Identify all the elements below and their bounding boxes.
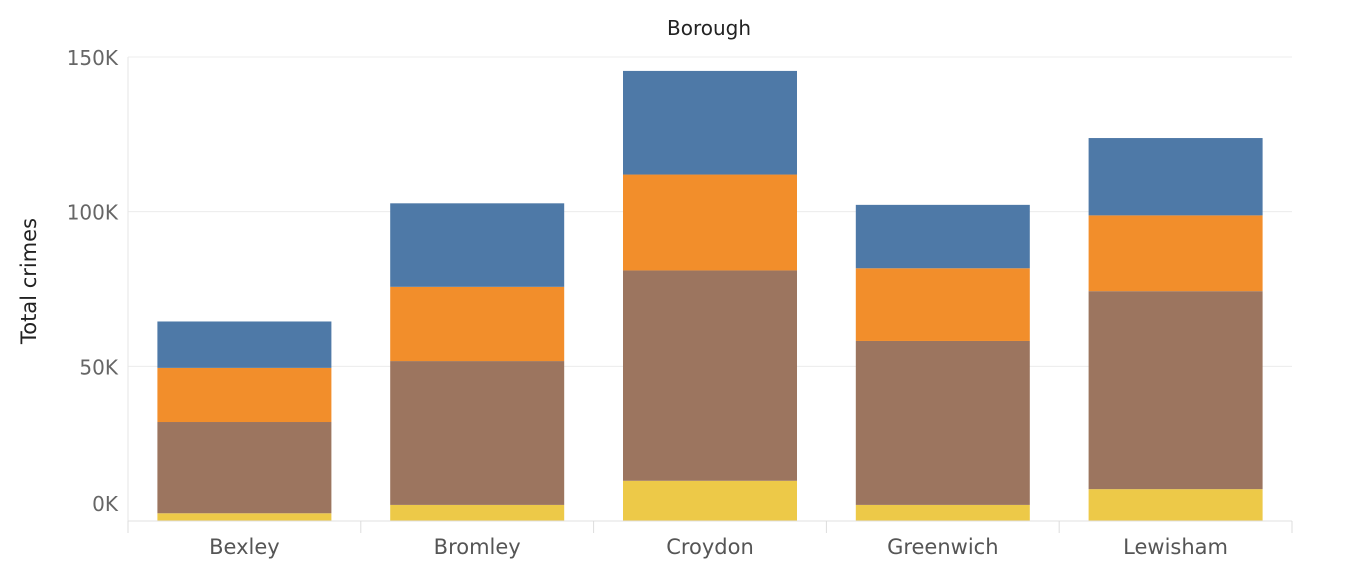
bar-segment — [623, 270, 797, 481]
x-category-label: Bromley — [434, 535, 521, 559]
bar-segment — [390, 504, 565, 521]
bars — [157, 70, 1263, 521]
y-tick-label: 100K — [67, 201, 119, 225]
bar-segment — [623, 70, 797, 175]
bar-segment — [157, 321, 332, 368]
bar-segment — [390, 203, 565, 287]
bar-segment — [390, 286, 565, 362]
bar-segment — [157, 422, 332, 514]
bar-segment — [1088, 138, 1263, 216]
bar-segment — [855, 204, 1030, 269]
bar-segment — [623, 174, 797, 271]
y-tick-labels: 0K 50K 100K 150K — [67, 46, 119, 516]
bar-segment — [623, 480, 797, 521]
x-category-labels: Bexley Bromley Croydon Greenwich Lewisham — [209, 535, 1228, 559]
x-category-label: Bexley — [209, 535, 280, 559]
bar-segment — [855, 268, 1030, 341]
bar-segment — [855, 340, 1030, 505]
bar-segment — [157, 367, 332, 423]
y-tick-label: 0K — [92, 492, 119, 516]
bar-segment — [855, 504, 1030, 521]
bar-segment — [1088, 489, 1263, 521]
x-category-label: Lewisham — [1123, 535, 1228, 559]
y-axis-title: Total crimes — [17, 218, 41, 345]
x-category-label: Croydon — [666, 535, 754, 559]
bar-segment — [1088, 215, 1263, 292]
axes — [127, 57, 1293, 533]
bar-segment — [390, 361, 565, 505]
bar-segment — [157, 513, 332, 521]
bar-segment — [1088, 291, 1263, 490]
x-category-label: Greenwich — [887, 535, 998, 559]
y-tick-label: 150K — [67, 46, 119, 70]
column-header: Borough — [667, 16, 751, 40]
y-tick-label: 50K — [79, 355, 118, 379]
